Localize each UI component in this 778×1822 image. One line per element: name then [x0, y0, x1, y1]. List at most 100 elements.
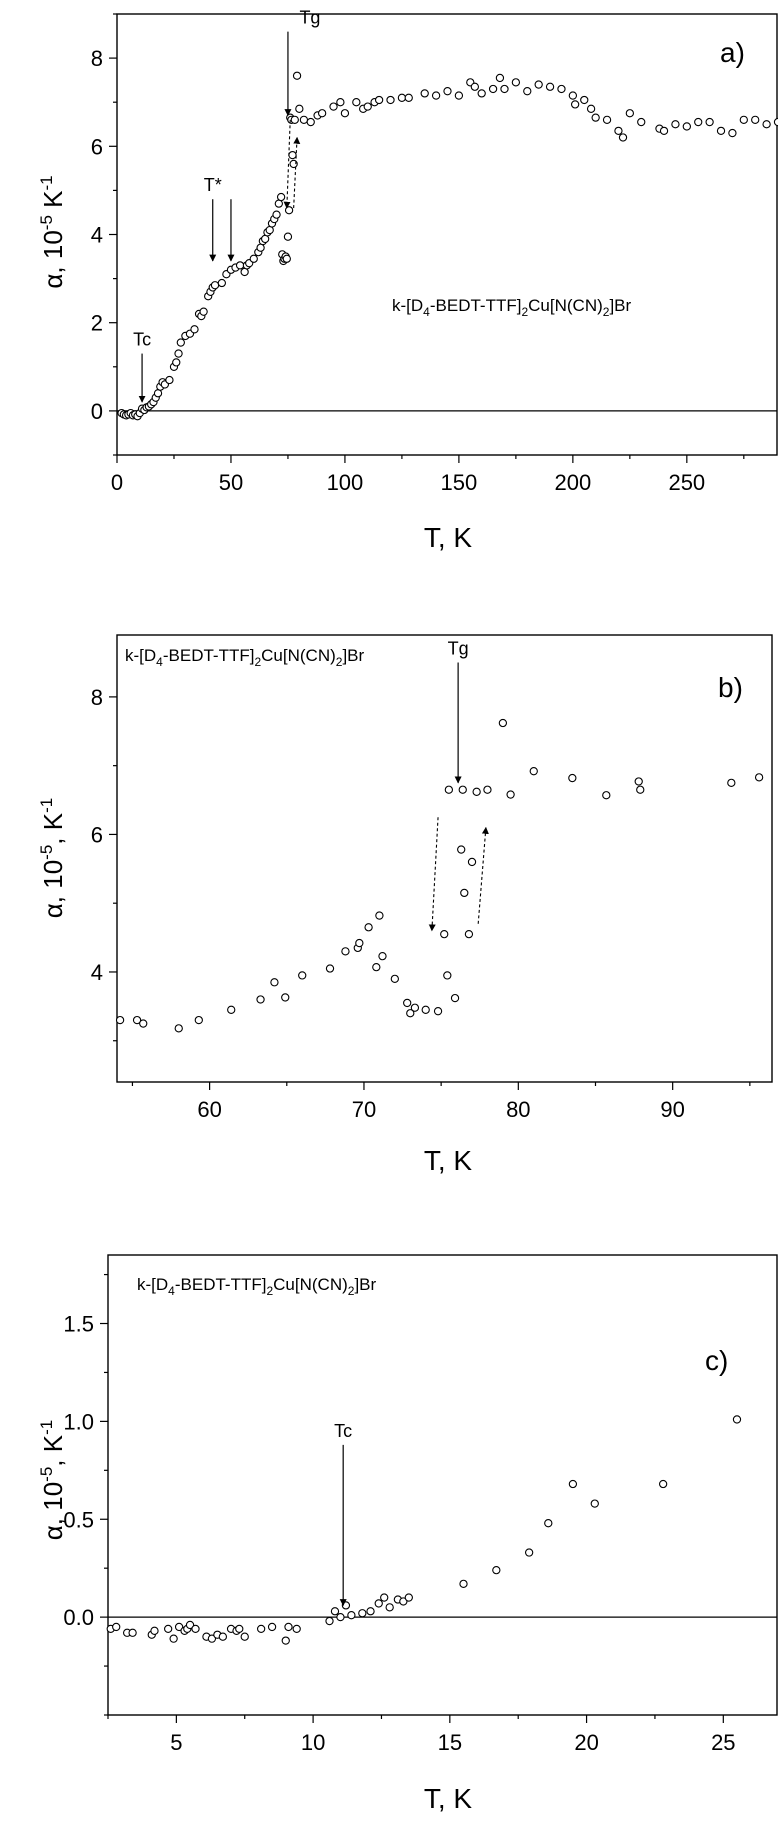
data-point	[281, 993, 290, 1002]
data-point	[290, 115, 299, 124]
data-point	[256, 1624, 266, 1634]
data-point	[762, 120, 771, 129]
data-point	[454, 91, 464, 100]
y-axis-label-unit-exponent: -1	[37, 798, 56, 813]
data-point	[235, 1624, 244, 1634]
data-point	[529, 767, 538, 776]
compound-part: -BEDT-TTF]	[430, 296, 522, 315]
data-point	[378, 952, 387, 961]
data-point	[390, 974, 399, 983]
data-point	[694, 117, 703, 127]
data-point	[637, 117, 646, 127]
y-axis-label-unit: , K	[38, 1434, 68, 1466]
data-point	[374, 1599, 383, 1608]
data-point	[404, 93, 413, 102]
data-point	[580, 95, 589, 105]
data-point	[732, 1415, 742, 1424]
data-point	[199, 307, 208, 316]
y-axis-label-base: α, 10	[38, 860, 68, 918]
data-point	[217, 278, 226, 288]
data-point	[404, 1593, 413, 1602]
data-point	[329, 102, 338, 111]
x-tick-label: 80	[506, 1097, 530, 1122]
data-point	[444, 785, 454, 794]
data-point	[671, 120, 680, 129]
data-point	[568, 91, 578, 100]
data-point	[751, 115, 760, 124]
y-axis-label-exponent: -5	[37, 1467, 56, 1482]
compound-part: k-[D	[125, 646, 156, 665]
data-point	[150, 1626, 159, 1635]
data-point	[421, 1005, 430, 1014]
compound-part: k-[D	[392, 296, 423, 315]
data-point	[385, 1603, 394, 1612]
y-tick-label: 1.0	[63, 1409, 94, 1434]
data-point	[410, 1003, 420, 1012]
plot-frame	[116, 13, 778, 456]
compound-subscript: 4	[423, 305, 430, 319]
data-point	[523, 87, 532, 96]
y-axis-label: α, 10-5 K-1	[37, 175, 68, 288]
data-point	[460, 888, 469, 898]
data-point	[295, 104, 304, 113]
x-tick-label: 250	[668, 470, 705, 495]
data-point	[495, 73, 505, 83]
x-tick-label: 150	[441, 470, 478, 495]
data-point	[174, 349, 183, 358]
hysteresis-arrow	[477, 826, 489, 924]
y-axis-label-exponent: -5	[37, 845, 56, 860]
data-point	[380, 1593, 389, 1602]
y-axis-label: α, 10-5, K-1	[37, 1420, 68, 1540]
data-point	[139, 1019, 148, 1028]
y-axis-label-unit: , K	[38, 812, 68, 844]
compound-label: k-[D4-BEDT-TTF]2Cu[N(CN)2]Br	[125, 646, 365, 669]
annotation-label: Tg	[448, 639, 469, 659]
data-point	[440, 929, 449, 939]
plot-frame	[107, 1254, 778, 1716]
data-point	[498, 718, 508, 728]
data-point	[545, 82, 555, 91]
x-axis-label: T, K	[424, 522, 473, 553]
y-axis-label: α, 10-5, K-1	[37, 798, 68, 918]
compound-subscript: 2	[348, 1284, 355, 1298]
data-point	[284, 206, 294, 215]
data-point	[618, 133, 628, 142]
compound-part: ]Br	[354, 1275, 376, 1294]
x-tick-label: 10	[301, 1730, 325, 1755]
data-point	[705, 117, 714, 127]
data-point	[727, 778, 736, 788]
compound-subscript: 2	[254, 655, 261, 669]
data-point	[207, 1634, 217, 1643]
x-tick-label: 20	[574, 1730, 598, 1755]
hysteresis-arrow	[428, 817, 439, 932]
data-point	[636, 785, 645, 794]
data-point	[249, 254, 258, 263]
data-point	[477, 89, 486, 98]
y-axis-label-base: α, 10	[38, 1482, 68, 1540]
x-tick-label: 50	[219, 470, 243, 495]
data-point	[218, 1632, 228, 1641]
compound-subscript: 4	[156, 655, 163, 669]
compound-subscript: 2	[521, 305, 528, 319]
data-point	[443, 971, 452, 980]
data-point	[306, 117, 315, 127]
data-point	[284, 1622, 293, 1632]
y-tick-label: 8	[91, 685, 103, 710]
compound-label: k-[D4-BEDT-TTF]2Cu[N(CN)2]Br	[392, 296, 632, 319]
x-tick-label: 5	[170, 1730, 182, 1755]
data-point	[658, 1479, 668, 1489]
y-tick-label: 4	[91, 223, 103, 248]
data-point	[227, 1005, 236, 1014]
data-point	[586, 104, 596, 113]
data-point	[235, 261, 245, 270]
data-point	[443, 87, 452, 96]
data-point	[590, 1499, 599, 1508]
data-point	[185, 1620, 195, 1630]
data-point	[317, 109, 327, 118]
panel-label: c)	[705, 1345, 728, 1376]
compound-part: Cu[N(CN)	[273, 1275, 348, 1294]
data-point	[336, 1612, 345, 1622]
data-point	[176, 338, 185, 347]
